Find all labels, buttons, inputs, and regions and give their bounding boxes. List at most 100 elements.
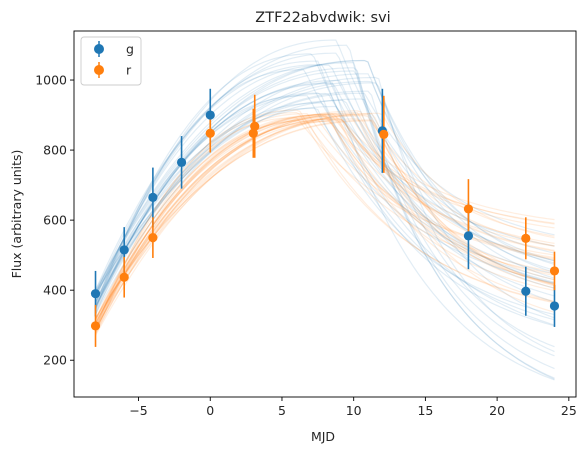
r-data-point xyxy=(205,128,215,138)
x-tick-label: 10 xyxy=(346,403,362,418)
g-model-curve xyxy=(94,79,555,308)
g-model-curve xyxy=(94,105,555,306)
r-model-curve xyxy=(94,118,555,331)
r-model-curve xyxy=(94,118,555,324)
g-model-curve xyxy=(94,64,555,299)
r-data-point xyxy=(148,233,158,243)
g-model-curve xyxy=(94,63,555,291)
x-tick-label: 25 xyxy=(561,403,577,418)
chart-title: ZTF22abvdwik: svi xyxy=(255,10,390,26)
g-model-curve xyxy=(94,82,555,381)
y-axis-label: Flux (arbitrary units) xyxy=(9,150,24,279)
r-model-curve xyxy=(94,114,555,320)
r-model-curve xyxy=(94,109,555,330)
g-model-curve xyxy=(94,73,555,313)
r-model-curve xyxy=(94,117,555,330)
g-data-point xyxy=(205,110,215,120)
x-axis-label: MJD xyxy=(311,429,335,444)
g-model-curve xyxy=(94,62,555,357)
g-model-curve xyxy=(94,60,555,326)
g-model-curve xyxy=(94,90,555,348)
g-model-curve xyxy=(94,95,555,315)
r-model-curve xyxy=(94,113,555,320)
legend-r-label: r xyxy=(126,63,132,78)
g-model-curve xyxy=(94,44,555,380)
g-model-curve xyxy=(94,92,555,321)
r-model-curve xyxy=(94,119,555,320)
g-model-curve xyxy=(94,80,555,308)
g-model-curve xyxy=(94,59,555,291)
r-model-curve xyxy=(94,117,555,327)
r-data-point xyxy=(549,266,560,276)
model-curves xyxy=(94,39,555,381)
g-data-point xyxy=(521,286,531,296)
r-model-curve xyxy=(94,113,555,323)
y-axis-ticks: 200 400 600 800 1000 xyxy=(35,73,74,368)
g-data-point xyxy=(148,192,158,202)
y-tick-label: 600 xyxy=(43,213,67,228)
r-model-curve xyxy=(94,118,555,319)
r-model-curve xyxy=(94,114,555,336)
x-tick-label: 20 xyxy=(489,403,505,418)
r-model-curve xyxy=(94,115,555,331)
y-tick-label: 800 xyxy=(43,143,67,158)
r-model-curve xyxy=(94,112,555,330)
x-tick-label: 0 xyxy=(206,403,214,418)
r-model-curve xyxy=(94,113,555,332)
g-model-curve xyxy=(94,107,555,316)
r-model-curve xyxy=(94,120,555,334)
r-data-point xyxy=(248,128,258,138)
x-tick-label: 15 xyxy=(417,403,433,418)
g-model-curve xyxy=(94,92,555,303)
plot-frame xyxy=(73,30,577,398)
legend: g r xyxy=(80,36,142,86)
g-model-curve xyxy=(94,69,555,306)
x-tick-label: −5 xyxy=(129,403,147,418)
g-model-curve xyxy=(94,92,555,294)
r-model-curve xyxy=(94,120,555,320)
r-model-curve xyxy=(94,113,555,324)
r-model-curve xyxy=(94,113,555,333)
g-data-point xyxy=(90,289,101,299)
r-data-point xyxy=(379,129,389,139)
r-data-point xyxy=(521,233,531,243)
g-data-point xyxy=(463,231,474,241)
legend-g-label: g xyxy=(126,42,134,57)
r-data-point xyxy=(90,321,101,331)
legend-r-marker xyxy=(94,65,104,75)
g-model-curve xyxy=(94,82,555,319)
legend-g-marker xyxy=(94,44,104,54)
g-model-curve xyxy=(94,99,555,294)
y-tick-label: 1000 xyxy=(35,73,67,88)
r-data-point xyxy=(463,204,474,214)
g-data-point xyxy=(176,157,187,167)
x-axis-ticks: −5 0 5 10 15 20 25 xyxy=(129,397,577,418)
g-model-curve xyxy=(94,52,555,303)
g-model-curve xyxy=(94,60,555,307)
g-model-curve xyxy=(94,70,555,370)
r-model-curve xyxy=(94,112,555,334)
r-model-curve xyxy=(94,112,555,328)
g-model-curve xyxy=(94,67,555,379)
g-model-curve xyxy=(94,102,555,327)
g-model-curve xyxy=(94,98,555,295)
r-data-point xyxy=(250,121,260,131)
r-model-curve xyxy=(94,120,555,324)
g-data-point xyxy=(119,245,129,255)
r-model-curve xyxy=(94,115,555,325)
data-points xyxy=(90,110,560,331)
y-tick-label: 400 xyxy=(43,283,67,298)
r-model-curve xyxy=(94,120,555,319)
g-model-curve xyxy=(94,82,555,311)
r-model-curve xyxy=(94,118,555,322)
r-model-curve xyxy=(94,114,555,329)
r-data-point xyxy=(119,272,129,282)
g-data-point xyxy=(549,301,560,311)
r-model-curve xyxy=(94,111,555,328)
g-model-curve xyxy=(94,53,555,310)
r-model-curve xyxy=(94,117,555,331)
r-model-curve xyxy=(94,110,555,325)
r-model-curve xyxy=(94,115,555,321)
r-model-curve xyxy=(94,114,555,335)
